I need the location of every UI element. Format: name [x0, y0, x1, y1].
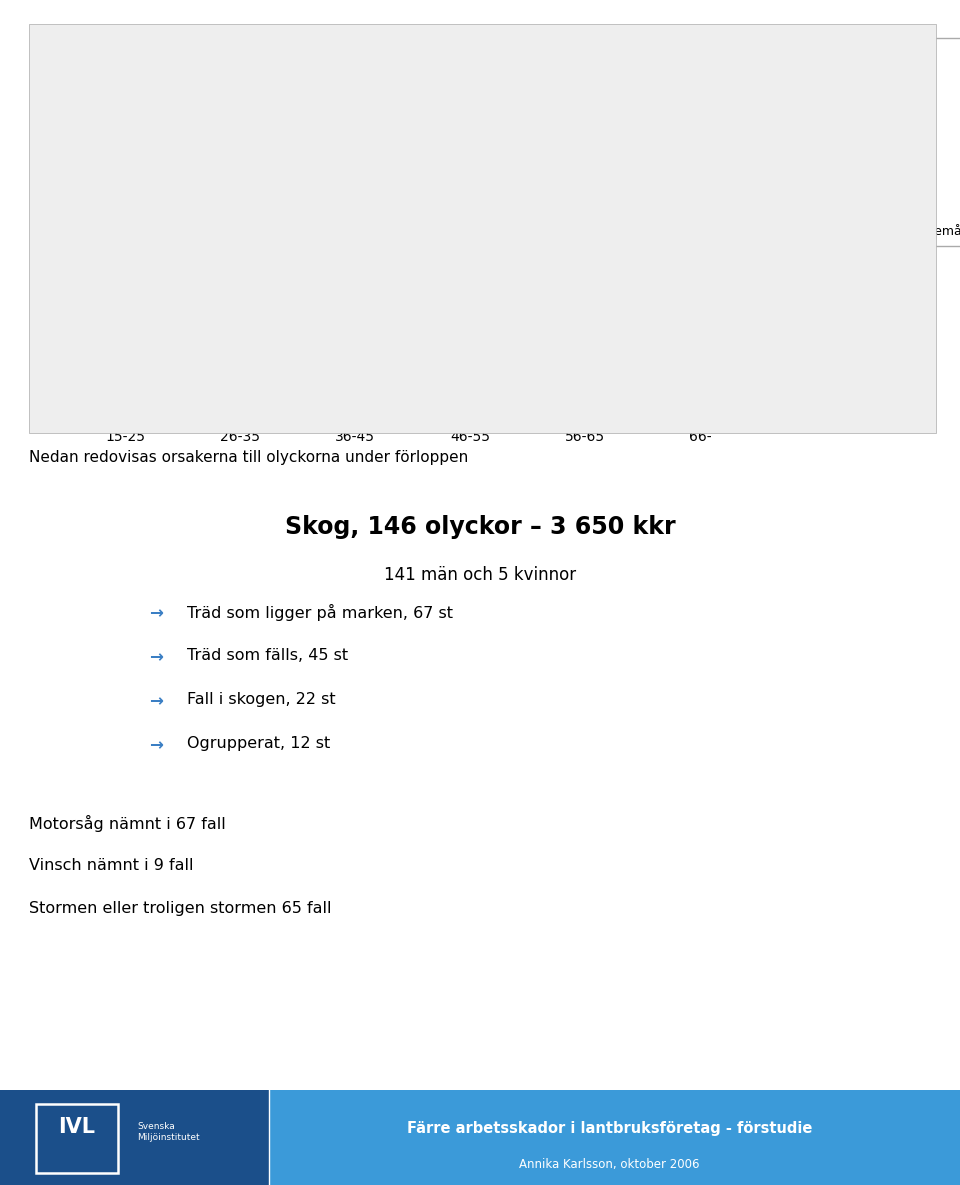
- Bar: [656, 328, 664, 421]
- Bar: [621, 374, 630, 421]
- Bar: [462, 289, 470, 421]
- Bar: [126, 412, 134, 421]
- Bar: [196, 205, 204, 421]
- Text: Skog, 146 olyckor – 3 650 kkr: Skog, 146 olyckor – 3 650 kkr: [285, 515, 675, 539]
- Bar: [382, 382, 391, 421]
- Text: Fall i skogen, 22 st: Fall i skogen, 22 st: [187, 692, 336, 707]
- Bar: [214, 398, 223, 421]
- Bar: [241, 398, 250, 421]
- Bar: [90, 382, 99, 421]
- Bar: [258, 382, 267, 421]
- Text: Ogrupperat, 12 st: Ogrupperat, 12 st: [187, 736, 330, 751]
- Bar: [268, 382, 276, 421]
- Bar: [108, 382, 116, 421]
- Text: Färre arbetsskador i lantbruksföretag - förstudie: Färre arbetsskador i lantbruksföretag - …: [407, 1121, 812, 1135]
- Bar: [444, 282, 452, 421]
- Bar: [506, 398, 515, 421]
- Text: Stormen eller troligen stormen 65 fall: Stormen eller troligen stormen 65 fall: [29, 901, 331, 916]
- Bar: [134, 390, 143, 421]
- Bar: [718, 328, 727, 421]
- Bar: [612, 282, 621, 421]
- Bar: [425, 267, 434, 421]
- Text: Träd som fälls, 45 st: Träd som fälls, 45 st: [187, 648, 348, 664]
- Text: 141 män och 5 kvinnor: 141 män och 5 kvinnor: [384, 566, 576, 584]
- Bar: [161, 412, 170, 421]
- Bar: [250, 390, 258, 421]
- Text: →: →: [149, 604, 162, 622]
- Bar: [153, 412, 161, 421]
- Text: Motorsåg nämnt i 67 fall: Motorsåg nämnt i 67 fall: [29, 815, 226, 832]
- Bar: [497, 337, 506, 421]
- Text: Vinsch nämnt i 9 fall: Vinsch nämnt i 9 fall: [29, 858, 193, 873]
- Text: →: →: [149, 692, 162, 710]
- Bar: [603, 374, 612, 421]
- Bar: [700, 405, 708, 421]
- Text: Annika Karlsson, oktober 2006: Annika Karlsson, oktober 2006: [519, 1159, 700, 1172]
- Text: Träd som ligger på marken, 67 st: Träd som ligger på marken, 67 st: [187, 604, 453, 621]
- Bar: [347, 297, 355, 421]
- Bar: [470, 328, 479, 421]
- Text: →: →: [149, 648, 162, 666]
- Bar: [435, 282, 444, 421]
- Text: IVL: IVL: [59, 1116, 95, 1136]
- Bar: [392, 390, 400, 421]
- Bar: [540, 58, 549, 421]
- Bar: [373, 344, 382, 421]
- Bar: [736, 412, 745, 421]
- Text: Nedan redovisas orsakerna till olyckorna under förloppen: Nedan redovisas orsakerna till olyckorna…: [29, 450, 468, 466]
- Bar: [549, 150, 558, 421]
- Bar: [559, 274, 567, 421]
- Bar: [311, 82, 320, 421]
- Bar: [204, 190, 213, 421]
- Text: →: →: [149, 736, 162, 754]
- Legend: skog, djur, fall lägre nivå, vedhantering, hanterat föremål, fall samma nivå, rö: skog, djur, fall lägre nivå, vedhanterin…: [783, 38, 960, 245]
- Bar: [452, 337, 461, 421]
- Bar: [489, 305, 497, 421]
- Bar: [594, 320, 603, 421]
- Bar: [99, 382, 108, 421]
- Bar: [365, 328, 373, 421]
- Bar: [709, 405, 718, 421]
- Text: Svenska
Miljöinstitutet: Svenska Miljöinstitutet: [137, 1122, 200, 1142]
- Bar: [586, 289, 594, 421]
- Bar: [144, 412, 153, 421]
- Bar: [567, 258, 576, 421]
- Bar: [223, 359, 231, 421]
- Bar: [479, 366, 488, 421]
- Bar: [81, 412, 89, 421]
- Bar: [355, 359, 364, 421]
- Bar: [727, 405, 735, 421]
- Bar: [328, 328, 337, 421]
